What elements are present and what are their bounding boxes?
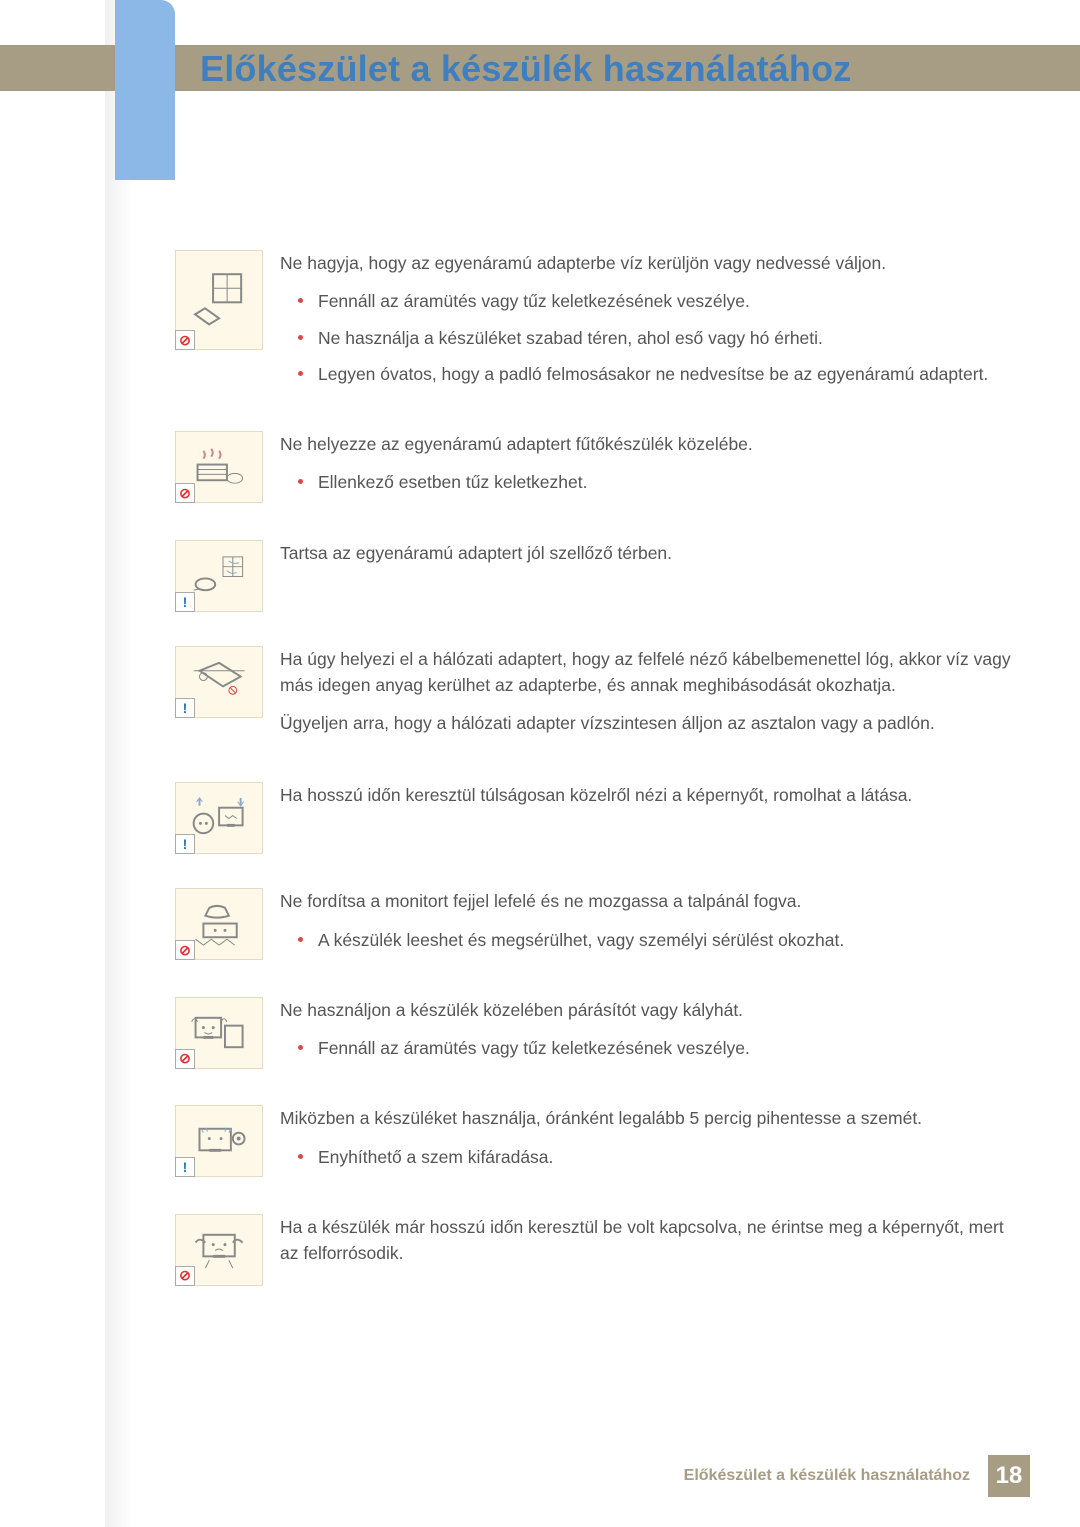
thumb-upside-down: ⊘ bbox=[175, 888, 263, 960]
info-icon bbox=[175, 698, 195, 718]
illustration bbox=[175, 540, 280, 612]
prohibit-icon: ⊘ bbox=[175, 483, 195, 503]
bullet: Enyhíthető a szem kifáradása. bbox=[318, 1144, 1015, 1170]
safety-item: ⊘ Ne használjon a készülék közelében pár… bbox=[175, 997, 1015, 1072]
bullet-list: A készülék leeshet és megsérülhet, vagy … bbox=[280, 927, 1015, 953]
chapter-tab bbox=[115, 0, 175, 180]
hot-screen-icon bbox=[189, 1225, 249, 1274]
thumb-adapter-flat bbox=[175, 646, 263, 718]
item-text: Ne fordítsa a monitort fejjel lefelé és … bbox=[280, 888, 1015, 963]
item-text: Ne használjon a készülék közelében párás… bbox=[280, 997, 1015, 1072]
adapter-water-icon bbox=[189, 266, 249, 335]
rest-eyes-icon bbox=[189, 1117, 249, 1166]
safety-item: ⊘ Ne helyezze az egyenáramú adaptert fűt… bbox=[175, 431, 1015, 506]
bullet: Ne használja a készüléket szabad téren, … bbox=[318, 325, 1015, 351]
lead-text: Tartsa az egyenáramú adaptert jól szellő… bbox=[280, 540, 1015, 566]
lead-text-2: Ügyeljen arra, hogy a hálózati adapter v… bbox=[280, 710, 1015, 736]
illustration: ⊘ bbox=[175, 888, 280, 960]
info-icon bbox=[175, 1157, 195, 1177]
bullet: A készülék leeshet és megsérülhet, vagy … bbox=[318, 927, 1015, 953]
thumb-humidifier: ⊘ bbox=[175, 997, 263, 1069]
footer-text: Előkészület a készülék használatához bbox=[684, 1467, 970, 1485]
thumb-adapter-water: ⊘ bbox=[175, 250, 263, 350]
adapter-flat-icon bbox=[189, 657, 249, 706]
prohibit-icon: ⊘ bbox=[175, 330, 195, 350]
item-text: Ha a készülék már hosszú időn keresztül … bbox=[280, 1214, 1015, 1279]
item-text: Ne hagyja, hogy az egyenáramú adapterbe … bbox=[280, 250, 1015, 397]
heater-icon bbox=[189, 443, 249, 492]
safety-item: ⊘ Ha a készülék már hosszú időn keresztü… bbox=[175, 1214, 1015, 1286]
page-shadow bbox=[105, 0, 133, 1527]
illustration bbox=[175, 646, 280, 718]
lead-text: Ne fordítsa a monitort fejjel lefelé és … bbox=[280, 888, 1015, 914]
illustration: ⊘ bbox=[175, 431, 280, 503]
humidifier-icon bbox=[189, 1008, 249, 1057]
prohibit-icon: ⊘ bbox=[175, 1266, 195, 1286]
info-icon bbox=[175, 834, 195, 854]
ventilation-icon bbox=[189, 551, 249, 600]
lead-text: Ne használjon a készülék közelében párás… bbox=[280, 997, 1015, 1023]
lead-text: Ne helyezze az egyenáramú adaptert fűtők… bbox=[280, 431, 1015, 457]
safety-item: Miközben a készüléket használja, óránkén… bbox=[175, 1105, 1015, 1180]
illustration: ⊘ bbox=[175, 250, 280, 350]
item-text: Ha úgy helyezi el a hálózati adaptert, h… bbox=[280, 646, 1015, 749]
safety-item: Ha hosszú időn keresztül túlságosan köze… bbox=[175, 782, 1015, 854]
thumb-hot-screen: ⊘ bbox=[175, 1214, 263, 1286]
bullet: Legyen óvatos, hogy a padló felmosásakor… bbox=[318, 361, 1015, 387]
lead-text: Ha hosszú időn keresztül túlságosan köze… bbox=[280, 782, 1015, 808]
bullet-list: Fennáll az áramütés vagy tűz keletkezésé… bbox=[280, 288, 1015, 387]
bullet: Fennáll az áramütés vagy tűz keletkezésé… bbox=[318, 288, 1015, 314]
page-title: Előkészület a készülék használatához bbox=[200, 48, 851, 90]
item-text: Tartsa az egyenáramú adaptert jól szellő… bbox=[280, 540, 1015, 578]
lead-text: Ha a készülék már hosszú időn keresztül … bbox=[280, 1214, 1015, 1267]
prohibit-icon: ⊘ bbox=[175, 1049, 195, 1069]
thumb-heater: ⊘ bbox=[175, 431, 263, 503]
illustration bbox=[175, 782, 280, 854]
lead-text: Miközben a készüléket használja, óránkén… bbox=[280, 1105, 1015, 1131]
thumb-rest-eyes bbox=[175, 1105, 263, 1177]
upside-down-icon bbox=[189, 900, 249, 949]
thumb-ventilation bbox=[175, 540, 263, 612]
page-footer: Előkészület a készülék használatához 18 bbox=[684, 1455, 1030, 1497]
safety-item: Tartsa az egyenáramú adaptert jól szellő… bbox=[175, 540, 1015, 612]
bullet: Ellenkező esetben tűz keletkezhet. bbox=[318, 469, 1015, 495]
illustration: ⊘ bbox=[175, 997, 280, 1069]
illustration: ⊘ bbox=[175, 1214, 280, 1286]
safety-item: Ha úgy helyezi el a hálózati adaptert, h… bbox=[175, 646, 1015, 749]
item-text: Ne helyezze az egyenáramú adaptert fűtők… bbox=[280, 431, 1015, 506]
prohibit-icon: ⊘ bbox=[175, 940, 195, 960]
info-icon bbox=[175, 592, 195, 612]
bullet-list: Ellenkező esetben tűz keletkezhet. bbox=[280, 469, 1015, 495]
lead-text: Ha úgy helyezi el a hálózati adaptert, h… bbox=[280, 646, 1015, 699]
content-area: ⊘ Ne hagyja, hogy az egyenáramú adapterb… bbox=[175, 250, 1015, 1320]
item-text: Miközben a készüléket használja, óránkén… bbox=[280, 1105, 1015, 1180]
lead-text: Ne hagyja, hogy az egyenáramú adapterbe … bbox=[280, 250, 1015, 276]
illustration bbox=[175, 1105, 280, 1177]
item-text: Ha hosszú időn keresztül túlságosan köze… bbox=[280, 782, 1015, 820]
safety-item: ⊘ Ne fordítsa a monitort fejjel lefelé é… bbox=[175, 888, 1015, 963]
bullet-list: Enyhíthető a szem kifáradása. bbox=[280, 1144, 1015, 1170]
page-number: 18 bbox=[988, 1455, 1030, 1497]
thumb-eye-distance bbox=[175, 782, 263, 854]
safety-item: ⊘ Ne hagyja, hogy az egyenáramú adapterb… bbox=[175, 250, 1015, 397]
bullet-list: Fennáll az áramütés vagy tűz keletkezésé… bbox=[280, 1035, 1015, 1061]
bullet: Fennáll az áramütés vagy tűz keletkezésé… bbox=[318, 1035, 1015, 1061]
eye-distance-icon bbox=[189, 794, 249, 843]
